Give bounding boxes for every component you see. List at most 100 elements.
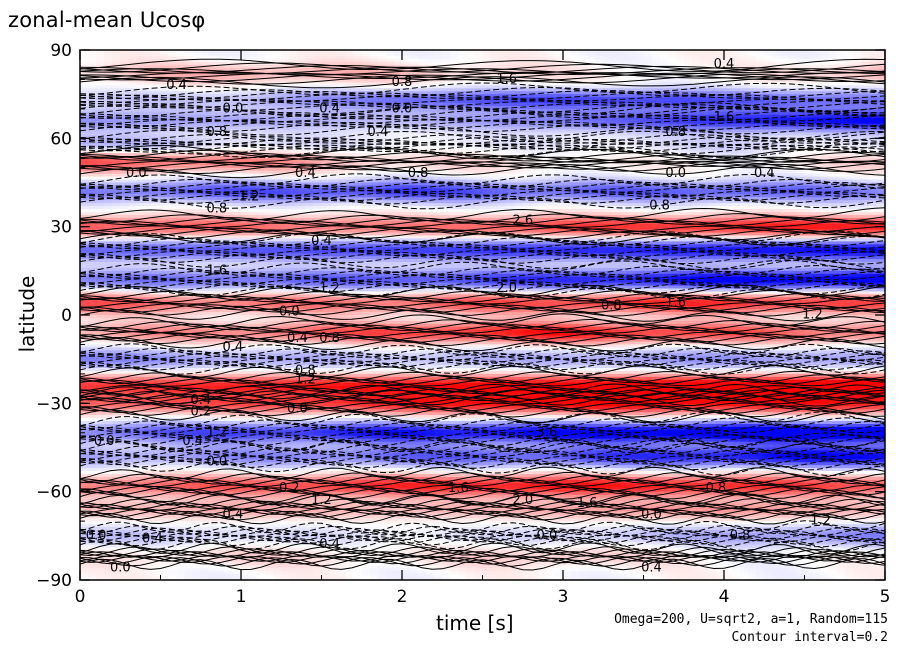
field-cell	[410, 120, 419, 125]
field-cell	[192, 82, 202, 86]
field-cell	[530, 82, 540, 86]
field-cell	[804, 85, 814, 89]
field-cell	[377, 58, 387, 63]
field-cell	[410, 50, 419, 54]
field-cell	[780, 111, 789, 116]
field-cell	[289, 91, 298, 95]
field-cell	[273, 100, 282, 104]
field-cell	[796, 111, 806, 116]
field-cell	[876, 97, 885, 101]
field-cell	[756, 100, 765, 104]
field-cell	[128, 52, 137, 57]
field-cell	[474, 82, 484, 86]
field-cell	[426, 61, 435, 66]
field-cell	[780, 76, 789, 81]
field-cell	[200, 103, 210, 107]
field-cell	[627, 64, 637, 69]
field-cell	[337, 61, 347, 66]
field-cell	[611, 55, 620, 60]
field-cell	[176, 85, 186, 89]
field-cell	[450, 61, 459, 66]
field-cell	[836, 82, 846, 86]
field-cell	[667, 91, 677, 95]
field-cell	[659, 111, 669, 116]
field-cell	[587, 88, 596, 92]
field-cell	[482, 120, 492, 125]
field-cell	[353, 108, 363, 113]
field-cell	[96, 76, 105, 81]
field-cell	[563, 117, 572, 122]
field-cell	[273, 76, 282, 81]
field-cell	[715, 79, 725, 83]
field-cell	[353, 64, 363, 69]
field-cell	[458, 64, 467, 69]
field-cell	[402, 108, 411, 113]
field-cell	[321, 97, 331, 101]
field-cell	[506, 61, 516, 66]
field-cell	[216, 105, 226, 110]
field-cell	[611, 108, 620, 113]
field-cell	[361, 91, 371, 95]
field-cell	[120, 50, 129, 54]
field-cell	[868, 117, 878, 122]
field-cell	[876, 88, 885, 92]
field-cell	[571, 58, 580, 63]
field-cell	[546, 79, 556, 83]
field-cell	[176, 114, 186, 119]
field-cell	[466, 114, 476, 119]
field-cell	[498, 91, 508, 95]
field-cell	[289, 88, 298, 92]
field-cell	[216, 58, 226, 63]
field-cell	[80, 70, 89, 75]
field-cell	[579, 126, 588, 131]
field-cell	[587, 103, 596, 107]
field-cell	[297, 111, 306, 116]
field-cell	[643, 52, 653, 57]
field-cell	[876, 111, 885, 116]
field-cell	[442, 108, 451, 113]
field-cell	[538, 108, 548, 113]
field-cell	[587, 105, 596, 110]
field-cell	[281, 73, 290, 78]
field-cell	[587, 94, 596, 98]
field-cell	[80, 88, 89, 92]
field-cell	[780, 85, 789, 89]
field-cell	[257, 79, 266, 83]
field-cell	[667, 117, 677, 122]
field-cell	[514, 76, 524, 81]
field-cell	[659, 88, 669, 92]
field-cell	[530, 61, 540, 66]
field-cell	[458, 76, 467, 81]
field-cell	[812, 64, 822, 69]
field-cell	[844, 126, 854, 131]
field-cell	[804, 64, 814, 69]
field-cell	[402, 111, 411, 116]
field-cell	[273, 129, 282, 134]
field-cell	[659, 82, 669, 86]
field-cell	[715, 123, 725, 128]
field-cell	[836, 105, 846, 110]
field-cell	[530, 108, 540, 113]
field-cell	[764, 103, 773, 107]
field-cell	[377, 100, 387, 104]
field-cell	[458, 67, 467, 72]
field-cell	[699, 58, 709, 63]
field-cell	[691, 55, 701, 60]
field-cell	[289, 94, 298, 98]
field-cell	[546, 67, 556, 72]
field-cell	[184, 100, 194, 104]
field-cell	[563, 82, 572, 86]
field-cell	[241, 73, 250, 78]
field-cell	[313, 70, 323, 75]
field-cell	[707, 82, 717, 86]
field-cell	[297, 79, 306, 83]
field-cell	[402, 88, 411, 92]
field-cell	[635, 52, 645, 57]
field-cell	[458, 79, 467, 83]
field-cell	[619, 105, 628, 110]
field-cell	[707, 88, 717, 92]
field-cell	[772, 94, 781, 98]
field-cell	[546, 73, 556, 78]
field-cell	[450, 120, 459, 125]
field-cell	[546, 111, 556, 116]
